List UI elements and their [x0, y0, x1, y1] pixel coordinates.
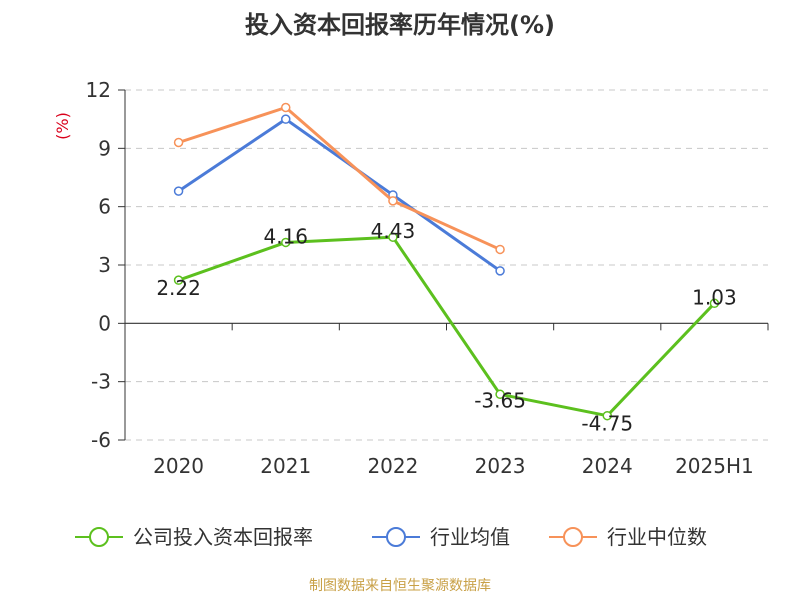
data-label: 4.16	[263, 224, 308, 248]
x-tick-label: 2023	[475, 454, 526, 478]
data-point	[173, 186, 184, 196]
data-point	[709, 298, 720, 309]
y-tick-label: 6	[98, 195, 111, 219]
data-point	[281, 237, 291, 248]
x-tick-label: 2021	[260, 454, 311, 478]
data-label: -4.75	[581, 412, 633, 436]
legend-marker	[563, 527, 583, 547]
data-point	[173, 275, 184, 285]
x-tick-label: 2025H1	[675, 454, 754, 478]
legend-label: 行业中位数	[607, 525, 707, 549]
data-label: 4.43	[371, 219, 416, 243]
y-axis-label: (%)	[53, 112, 72, 140]
y-tick-label: 12	[86, 78, 111, 102]
data-point	[495, 389, 505, 400]
legend-label: 公司投入资本回报率	[133, 525, 313, 549]
data-point	[281, 114, 291, 124]
x-tick-label: 2020	[153, 454, 204, 478]
series-line-3	[178, 106, 501, 251]
data-label: -3.65	[474, 388, 526, 412]
legend-label: 行业均值	[430, 525, 510, 549]
legend-marker	[89, 527, 109, 547]
y-tick-label: -3	[91, 370, 111, 394]
chart-title: 投入资本回报率历年情况(%)	[245, 11, 555, 39]
y-tick-label: -6	[91, 428, 111, 452]
data-label: 2.22	[156, 276, 201, 300]
data-point	[173, 137, 184, 148]
data-point	[281, 102, 291, 113]
data-point	[388, 232, 398, 242]
data-point	[388, 196, 398, 206]
x-tick-label: 2024	[582, 454, 633, 478]
y-tick-label: 0	[98, 311, 111, 335]
series-line-1	[178, 235, 716, 418]
data-point	[602, 410, 612, 421]
x-tick-label: 2022	[367, 454, 418, 478]
data-point	[495, 266, 505, 276]
legend-marker	[386, 527, 406, 547]
y-tick-label: 9	[98, 136, 111, 160]
data-point	[495, 244, 505, 255]
y-tick-label: 3	[98, 253, 111, 277]
series-line-2	[177, 117, 501, 273]
data-label: 1.03	[692, 285, 737, 309]
data-source-note: 制图数据来自恒生聚源数据库	[309, 578, 491, 594]
